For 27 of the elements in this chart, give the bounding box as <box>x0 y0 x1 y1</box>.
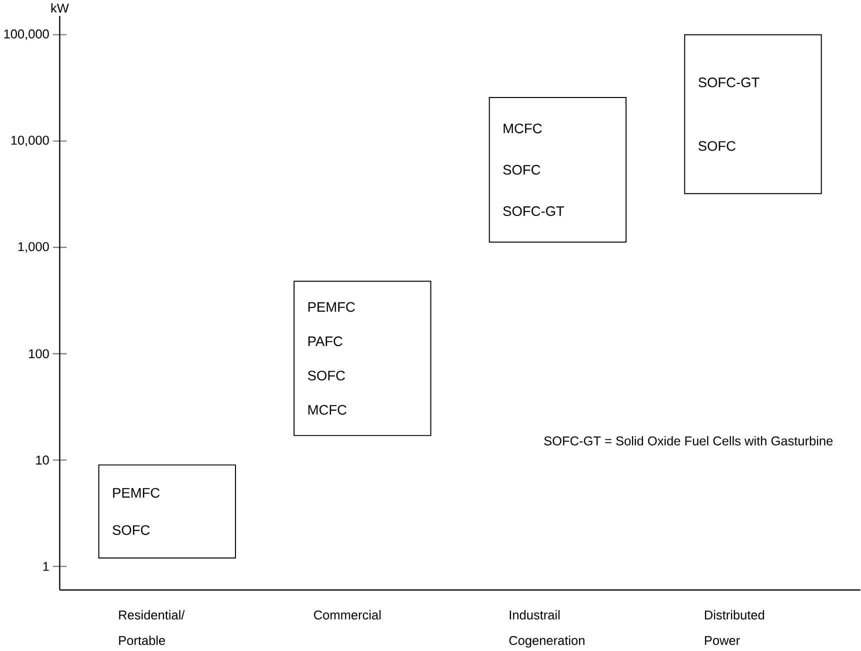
y-tick-label: 100,000 <box>4 30 49 40</box>
category-label: Distributed Power <box>704 610 764 646</box>
annotation: SOFC-GT = Solid Oxide Fuel Cells with Gasturbine <box>544 436 833 446</box>
category-label: Residential/ Portable <box>119 610 185 646</box>
annotation: MCFC <box>308 405 346 415</box>
annotation: PAFC <box>308 336 342 346</box>
y-tick-label: 1 <box>43 562 49 571</box>
y-tick-label: 100 <box>29 349 49 358</box>
category-label: Industrail Cogeneration <box>509 610 584 648</box>
annotation: PEMFC <box>113 488 160 498</box>
x-tick-label: Commercial <box>314 610 381 620</box>
bar <box>684 34 822 194</box>
bar <box>488 97 627 243</box>
annotation: SOFC-GT <box>698 78 760 88</box>
bar <box>98 464 236 559</box>
y-tick-label: 10 <box>36 456 49 465</box>
annotation: SOFC-GT <box>503 206 564 216</box>
y-tick-label: 10,000 <box>11 136 49 146</box>
annotation: PEMFC <box>308 302 355 312</box>
annotation: SOFC <box>308 370 345 381</box>
bar <box>294 280 432 436</box>
annotation: SOFC <box>698 141 736 151</box>
y-axis-title: kW <box>51 3 69 13</box>
annotation: MCFC <box>504 124 542 134</box>
annotation: SOFC <box>503 165 540 175</box>
annotation: SOFC <box>112 525 150 536</box>
y-tick-label: 1,000 <box>18 242 49 253</box>
